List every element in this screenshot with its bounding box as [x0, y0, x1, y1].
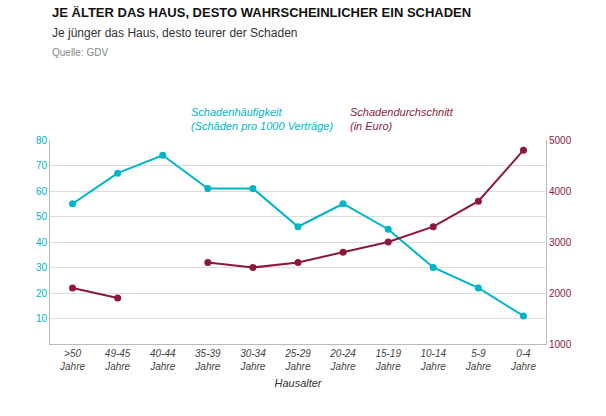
svg-text:30: 30 [36, 262, 48, 273]
svg-text:3000: 3000 [549, 237, 572, 248]
svg-text:5-9Jahre: 5-9Jahre [465, 348, 491, 372]
svg-text:10: 10 [36, 313, 48, 324]
svg-text:4000: 4000 [549, 186, 572, 197]
svg-text:70: 70 [36, 160, 48, 171]
svg-text:Hausalter: Hausalter [274, 377, 322, 389]
svg-text:35-39Jahre: 35-39Jahre [194, 348, 221, 372]
svg-text:2000: 2000 [549, 288, 572, 299]
svg-text:49-45Jahre: 49-45Jahre [104, 348, 131, 372]
svg-text:40: 40 [36, 237, 48, 248]
svg-text:15-19Jahre: 15-19Jahre [375, 348, 402, 372]
svg-text:0-4Jahre: 0-4Jahre [510, 348, 536, 372]
svg-text:>50Jahre: >50Jahre [59, 348, 85, 372]
svg-text:Schadenhäufigkeit(Schäden pro: Schadenhäufigkeit(Schäden pro 1000 Vertr… [191, 106, 333, 132]
svg-text:50: 50 [36, 211, 48, 222]
svg-text:1000: 1000 [549, 339, 572, 350]
svg-text:30-34Jahre: 30-34Jahre [239, 348, 266, 372]
svg-text:60: 60 [36, 186, 48, 197]
svg-text:5000: 5000 [549, 135, 572, 146]
svg-text:10-14Jahre: 10-14Jahre [420, 348, 447, 372]
svg-text:20: 20 [36, 288, 48, 299]
svg-text:Je jünger das Haus, desto teur: Je jünger das Haus, desto teurer der Sch… [52, 26, 297, 40]
svg-text:JE ÄLTER DAS HAUS, DESTO WAHRS: JE ÄLTER DAS HAUS, DESTO WAHRSCHEINLICHE… [52, 5, 471, 20]
svg-text:Quelle: GDV: Quelle: GDV [52, 47, 108, 58]
svg-text:25-29Jahre: 25-29Jahre [284, 348, 311, 372]
svg-text:40-44Jahre: 40-44Jahre [149, 348, 176, 372]
svg-text:Schadendurchschnitt(in Euro): Schadendurchschnitt(in Euro) [350, 106, 454, 132]
svg-text:20-24Jahre: 20-24Jahre [329, 348, 356, 372]
svg-text:80: 80 [36, 135, 48, 146]
